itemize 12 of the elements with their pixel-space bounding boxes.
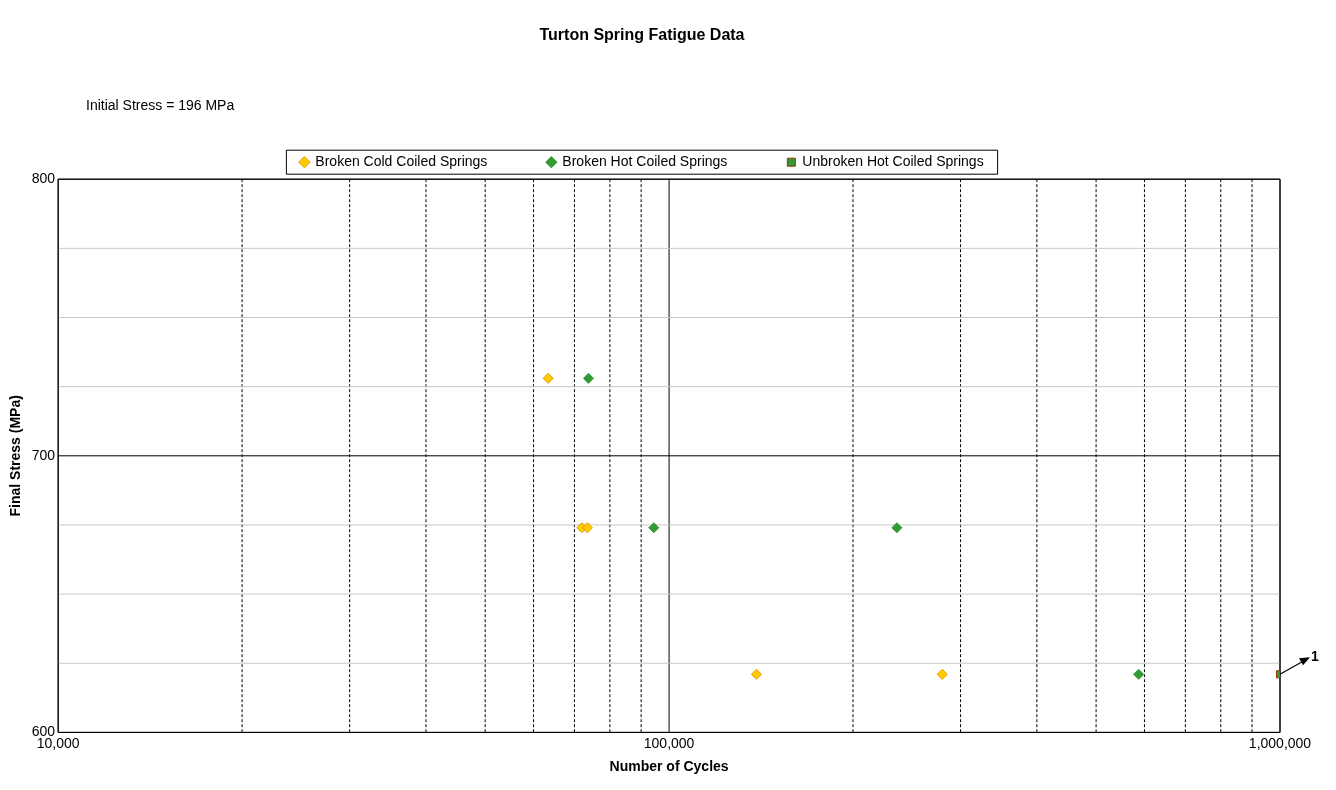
x-tick-label: 100,000: [643, 734, 695, 751]
y-tick-label: 800: [31, 170, 56, 187]
legend-label: Broken Cold Coiled Springs: [315, 153, 488, 170]
y-tick-label: 700: [31, 446, 56, 463]
legend-label: Unbroken Hot Coiled Springs: [802, 153, 984, 170]
x-tick-label: 1,000,000: [1248, 734, 1312, 751]
chart-title: Turton Spring Fatigue Data: [539, 26, 745, 44]
text: Initial Stress = 196 MPa: [86, 97, 235, 113]
x-axis-title: Number of Cycles: [609, 758, 729, 775]
annotation: 1: [1311, 648, 1319, 665]
legend-label: Broken Hot Coiled Springs: [562, 153, 728, 170]
y-axis-title: Final Stress (MPa): [7, 395, 24, 517]
